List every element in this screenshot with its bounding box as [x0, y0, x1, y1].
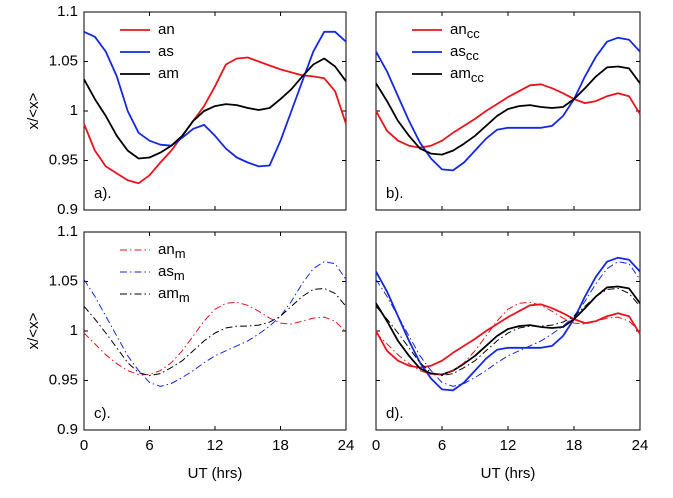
- legend-label: am: [158, 65, 179, 82]
- panel-label: a).: [94, 185, 112, 202]
- panel-label: d).: [386, 405, 404, 422]
- legend-label: as: [158, 43, 174, 60]
- y-tick-label: 0.9: [57, 201, 78, 218]
- y-tick-label: 0.95: [49, 371, 78, 388]
- line-series: [375, 65, 641, 156]
- x-tick-label: 12: [207, 437, 224, 454]
- legend-subscript: m: [174, 268, 185, 283]
- y-tick-label: 0.9: [57, 421, 78, 438]
- legend-name: an: [158, 241, 175, 258]
- y-tick-label: 1.05: [49, 52, 78, 69]
- panel-label: b).: [386, 185, 404, 202]
- x-tick-label: 24: [338, 437, 355, 454]
- x-tick-label: 0: [372, 437, 380, 454]
- y-axis-label: x/<x>: [25, 92, 42, 129]
- x-tick-label: 18: [566, 437, 583, 454]
- legend-subscript: m: [179, 290, 190, 305]
- legend-label: ascc: [450, 43, 479, 63]
- y-tick-label: 1.05: [49, 272, 78, 289]
- legend-name: am: [158, 285, 179, 302]
- x-tick-label: 18: [272, 437, 289, 454]
- legend-label: asm: [158, 263, 185, 283]
- x-tick-label: 6: [145, 437, 153, 454]
- legend-label: amm: [158, 285, 190, 305]
- legend-name: as: [450, 43, 466, 60]
- y-tick-label: 1.1: [57, 223, 78, 240]
- x-axis-label: UT (hrs): [188, 465, 243, 482]
- line-series: [375, 301, 641, 376]
- y-tick-label: 1.1: [57, 3, 78, 20]
- line-series: [375, 303, 641, 369]
- line-series: [375, 36, 641, 172]
- x-axis-label: UT (hrs): [481, 465, 536, 482]
- legend-label: amcc: [450, 65, 484, 85]
- plot-frame: [83, 231, 347, 431]
- legend-label: an: [158, 21, 175, 38]
- line-series: [375, 256, 641, 392]
- x-tick-label: 0: [80, 437, 88, 454]
- legend-subscript: cc: [471, 70, 485, 85]
- line-series: [83, 287, 347, 377]
- x-tick-label: 12: [500, 437, 517, 454]
- legend-subscript: cc: [467, 26, 481, 41]
- y-axis-label: x/<x>: [25, 312, 42, 349]
- plot-frame: [375, 231, 641, 431]
- legend-name: an: [158, 21, 175, 38]
- line-series: [375, 261, 641, 387]
- legend-subscript: cc: [466, 48, 480, 63]
- legend-subscript: m: [175, 246, 186, 261]
- line-series: [83, 56, 347, 185]
- line-series: [375, 285, 641, 376]
- y-tick-label: 1: [70, 322, 78, 339]
- y-tick-label: 1: [70, 102, 78, 119]
- y-tick-label: 0.95: [49, 151, 78, 168]
- plot-frame: [375, 11, 641, 211]
- legend-name: am: [158, 65, 179, 82]
- legend-name: as: [158, 43, 174, 60]
- x-tick-label: 24: [632, 437, 649, 454]
- legend-name: am: [450, 65, 471, 82]
- line-series: [83, 30, 347, 168]
- plot-frame: [83, 11, 347, 211]
- legend-label: ancc: [450, 21, 480, 41]
- legend-label: anm: [158, 241, 186, 261]
- line-series: [83, 261, 347, 387]
- line-series: [83, 57, 347, 160]
- line-series: [83, 301, 347, 376]
- x-tick-label: 6: [438, 437, 446, 454]
- line-series: [375, 83, 641, 149]
- line-series: [375, 287, 641, 377]
- panel-label: c).: [94, 405, 111, 422]
- legend-name: an: [450, 21, 467, 38]
- legend-name: as: [158, 263, 174, 280]
